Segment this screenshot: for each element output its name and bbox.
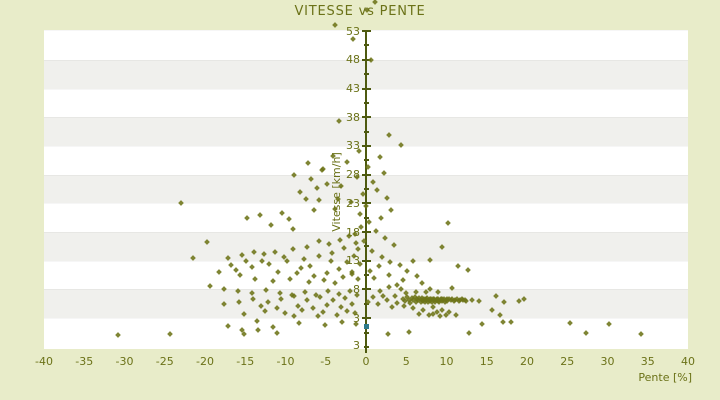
highlighted-point [363,323,369,329]
y-major-tick [361,173,371,176]
y-major-tick [361,288,371,291]
y-minor-tick [363,188,369,190]
x-tick-label: -35 [75,355,94,368]
y-minor-tick [363,159,369,162]
y-major-tick [361,87,371,90]
y-major-tick [361,144,371,147]
y-minor-tick [363,274,369,277]
y-minor-tick [363,73,369,76]
y-major-tick [361,58,371,61]
y-tick-label: 13 [346,254,360,268]
x-tick-label: -30 [115,355,134,368]
y-tick-label: 8 [353,282,360,296]
y-minor-tick [363,101,369,104]
x-tick-label: -10 [276,355,295,368]
x-axis-title: Pente [%] [638,371,692,384]
x-tick-label: -5 [320,355,332,368]
y-minor-tick [363,245,369,248]
x-tick-label: 30 [600,355,615,368]
x-tick-label: 20 [520,355,534,368]
y-minor-tick [363,345,369,348]
y-tick-label: 53 [346,24,360,38]
y-tick-label: 48 [346,53,360,67]
y-major-tick [361,317,371,320]
y-minor-tick [363,44,369,47]
y-minor-tick [363,216,369,219]
y-minor-tick [363,130,369,133]
x-tick-label: 5 [402,355,410,368]
y-axis-bottom-edge-label: 3 [353,339,360,352]
x-tick-label: 10 [439,355,454,368]
x-tick-label: -15 [236,355,255,368]
y-tick-label: 43 [346,82,360,96]
x-tick-label: -25 [155,355,174,368]
x-tick-label: 40 [681,355,695,368]
y-tick-label: 38 [346,110,360,124]
y-minor-tick [363,331,369,334]
x-tick-label: -20 [196,355,214,368]
y-major-tick [361,116,371,119]
y-major-tick [361,231,371,234]
x-tick-label: 15 [479,355,494,368]
y-tick-label: 23 [346,196,360,210]
x-tick-label: 25 [560,355,575,368]
y-major-tick [361,30,371,33]
chart-title: VITESSE vs PENTE [294,4,426,19]
x-tick-label: 0 [362,355,370,368]
y-major-tick [361,259,371,262]
y-axis-line [365,30,367,353]
y-tick-label: 3 [353,311,360,325]
x-tick-label: 35 [640,355,655,368]
x-tick-label: -40 [35,355,53,368]
